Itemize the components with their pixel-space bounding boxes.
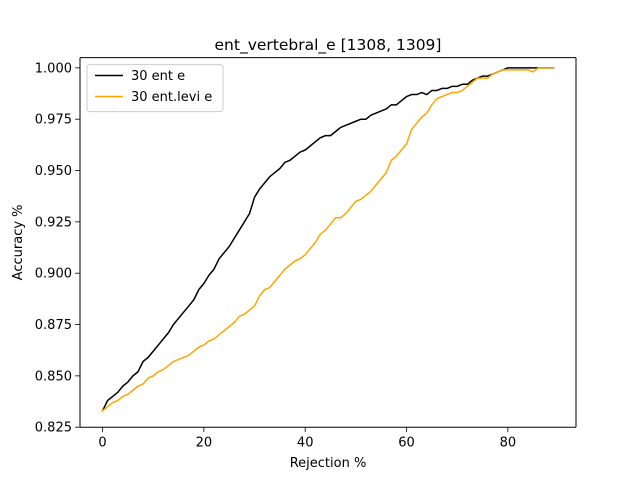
y-tick-label: 0.825 xyxy=(35,421,72,436)
plot-frame xyxy=(79,57,577,428)
x-tick-label: 60 xyxy=(398,436,415,451)
x-axis-label: Rejection % xyxy=(290,456,367,471)
legend-label-2: 30 ent.levi e xyxy=(131,90,212,105)
x-axis: 0 20 40 60 80 xyxy=(98,427,516,451)
series-line-2 xyxy=(101,67,555,412)
x-tick-label: 40 xyxy=(297,436,314,451)
x-tick-label: 0 xyxy=(98,436,106,451)
y-tick-label: 0.975 xyxy=(35,113,72,128)
y-tick-label: 0.850 xyxy=(35,369,72,384)
y-axis-label: Accuracy % xyxy=(11,204,26,280)
y-axis: 0.825 0.850 0.875 0.900 0.925 0.950 0.975 1.000 xyxy=(35,61,80,436)
legend-box xyxy=(86,64,224,113)
y-tick-label: 0.875 xyxy=(35,318,72,333)
x-tick-label: 20 xyxy=(196,436,213,451)
legend-label-1: 30 ent e xyxy=(131,69,185,84)
chart-title: ent_vertebral_e [1308, 1309] xyxy=(215,36,442,55)
y-tick-label: 0.900 xyxy=(35,267,72,282)
series-layer xyxy=(101,67,555,412)
y-tick-label: 0.925 xyxy=(35,215,72,230)
x-tick-label: 80 xyxy=(500,436,517,451)
y-tick-label: 1.000 xyxy=(35,61,72,76)
legend: 30 ent e 30 ent.levi e xyxy=(86,64,224,113)
y-tick-label: 0.950 xyxy=(35,164,72,179)
plot-area xyxy=(80,57,576,428)
